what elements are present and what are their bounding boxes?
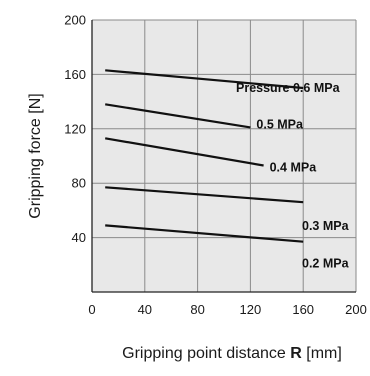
x-axis-title: Gripping point distance R [mm]: [122, 345, 342, 362]
series-line-5: [105, 224, 304, 243]
x-tick-label: 0: [88, 302, 95, 317]
series-label-4: 0.3 MPa: [302, 219, 350, 233]
x-tick-label: 160: [292, 302, 314, 317]
y-axis-title: Gripping force [N]: [27, 93, 44, 218]
x-tick-label: 80: [190, 302, 204, 317]
y-tick-label: 120: [64, 121, 86, 136]
series-label-3: 0.4 MPa: [270, 161, 318, 175]
x-tick-label: 120: [240, 302, 262, 317]
y-tick-label: 40: [72, 230, 86, 245]
y-tick-label: 80: [72, 176, 86, 191]
plot-background: [92, 20, 356, 292]
series-line-1: [105, 69, 304, 90]
x-tick-label: 40: [138, 302, 152, 317]
y-tick-label: 160: [64, 67, 86, 82]
series-label-1: Pressure 0.6 MPa: [236, 81, 341, 95]
series-line-2: [105, 103, 251, 129]
series-label-5: 0.2 MPa: [302, 257, 350, 271]
series-line-3: [105, 137, 264, 167]
x-tick-label: 200: [345, 302, 367, 317]
series-line-4: [105, 186, 304, 204]
y-tick-label: 200: [64, 13, 86, 28]
series-label-2: 0.5 MPa: [256, 117, 304, 131]
